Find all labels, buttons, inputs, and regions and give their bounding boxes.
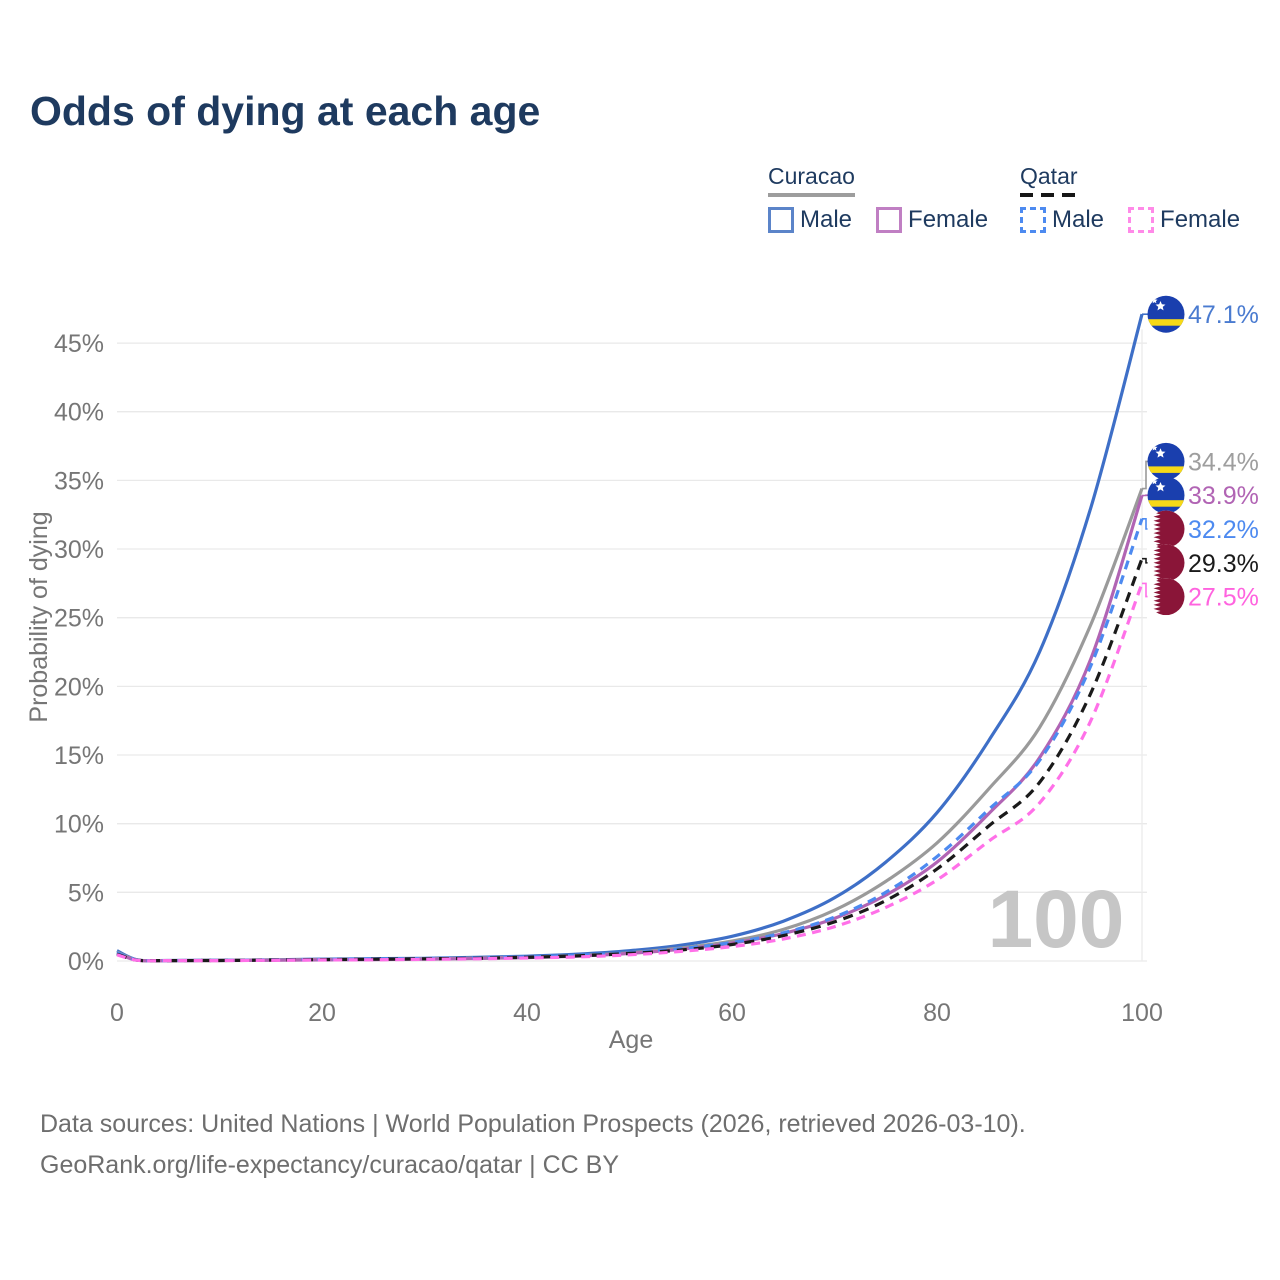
y-tick-label: 35%	[54, 467, 104, 495]
qatar-combined-line-swatch	[1020, 193, 1078, 197]
footer: Data sources: United Nations | World Pop…	[40, 1104, 1026, 1186]
legend-country-curacao: Curacao	[768, 163, 855, 189]
legend-label-qatar-female: Female	[1160, 206, 1241, 233]
curacao-flag-icon	[1147, 296, 1185, 333]
legend-group-curacao: Curacao Male Female	[768, 163, 1012, 234]
y-tick-label: 40%	[54, 399, 104, 427]
x-tick-label: 20	[308, 999, 336, 1027]
legend-country-qatar: Qatar	[1020, 163, 1078, 189]
y-tick-label: 5%	[68, 879, 104, 907]
curacao-male-swatch-icon	[768, 207, 794, 233]
curacao-female-swatch-icon	[876, 207, 903, 233]
x-tick-label: 80	[923, 999, 951, 1027]
end-value-label-curacao-male: 47.1%	[1188, 301, 1259, 329]
legend-label-qatar-male: Male	[1052, 206, 1105, 233]
y-tick-label: 10%	[54, 811, 104, 839]
legend-label-curacao-female: Female	[908, 206, 989, 233]
qatar-female-swatch-icon	[1128, 207, 1155, 233]
page-title: Odds of dying at each age	[30, 88, 541, 134]
qatar-flag-icon	[1148, 511, 1187, 548]
age-counter-watermark: 100	[988, 874, 1125, 965]
y-tick-label: 25%	[54, 605, 104, 633]
end-value-label-qatar-male: 32.2%	[1188, 516, 1259, 544]
qatar-flag-icon	[1148, 544, 1187, 581]
legend-item-qatar-male[interactable]: Male	[1020, 206, 1104, 234]
y-tick-label: 0%	[68, 948, 104, 976]
end-value-label-qatar-female: 27.5%	[1188, 584, 1259, 612]
end-value-label-curacao-female: 33.9%	[1188, 482, 1259, 510]
end-value-label-curacao-total: 34.4%	[1188, 448, 1259, 476]
qatar-male-swatch-icon	[1020, 207, 1046, 233]
attribution-text: GeoRank.org/life-expectancy/curacao/qata…	[40, 1151, 619, 1179]
y-tick-label: 45%	[54, 330, 104, 358]
y-axis-title: Probability of dying	[25, 511, 53, 722]
line-qatar-female[interactable]	[116, 582, 1144, 963]
x-tick-label: 40	[513, 999, 541, 1027]
legend-item-curacao-female[interactable]: Female	[876, 206, 988, 234]
legend-label-curacao-male: Male	[800, 206, 853, 233]
x-tick-label: 0	[110, 999, 124, 1027]
y-tick-label: 30%	[54, 536, 104, 564]
curacao-flag-icon	[1147, 443, 1185, 480]
legend-group-qatar: Qatar Male Female	[1020, 163, 1264, 234]
curacao-combined-line-swatch	[768, 193, 855, 197]
legend-item-curacao-male[interactable]: Male	[768, 206, 852, 234]
legend-item-qatar-female[interactable]: Female	[1128, 206, 1240, 234]
curacao-flag-icon	[1147, 477, 1185, 514]
x-axis-title: Age	[609, 1026, 653, 1054]
x-tick-label: 60	[718, 999, 746, 1027]
y-tick-label: 20%	[54, 673, 104, 701]
end-value-label-qatar-total: 29.3%	[1188, 550, 1259, 578]
qatar-flag-icon	[1148, 578, 1187, 615]
y-tick-label: 15%	[54, 742, 104, 770]
data-sources-text: Data sources: United Nations | World Pop…	[40, 1110, 1026, 1138]
x-tick-label: 100	[1121, 999, 1163, 1027]
